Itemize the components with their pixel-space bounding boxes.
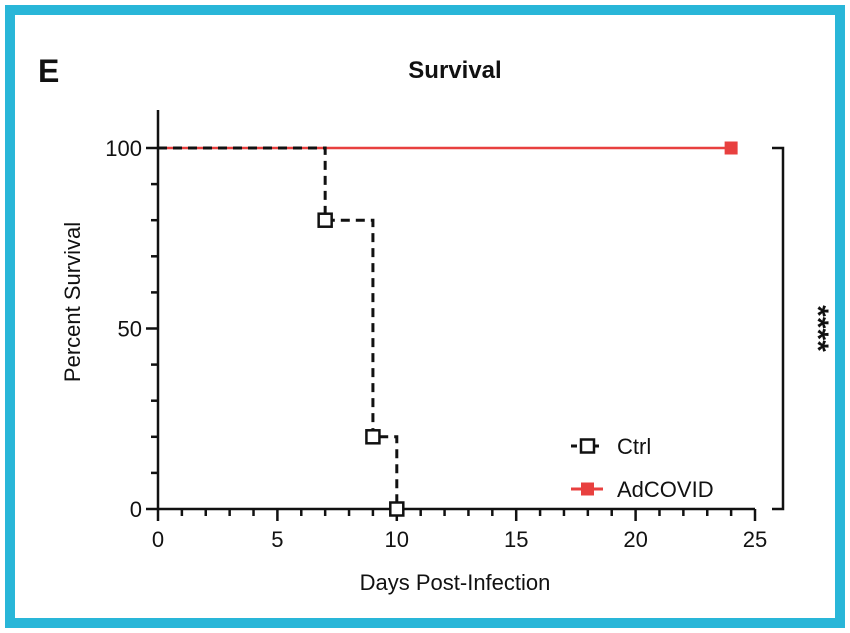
x-tick-label: 25	[743, 527, 767, 552]
ctrl-point-marker	[317, 212, 333, 228]
x-tick-label: 5	[271, 527, 283, 552]
figure-frame	[5, 5, 845, 628]
x-tick-label: 10	[385, 527, 409, 552]
panel-label: E	[38, 53, 59, 89]
legend-marker-ctrl	[579, 438, 596, 454]
x-tick-label: 20	[623, 527, 647, 552]
y-tick-label: 50	[118, 317, 142, 342]
y-tick-label: 0	[130, 497, 142, 522]
y-axis-label: Percent Survival	[60, 222, 85, 382]
legend-marker-adcovid	[581, 482, 594, 496]
adcovid-point-marker	[724, 141, 738, 155]
ctrl-point-marker	[365, 429, 381, 445]
significance-stars: ****	[801, 305, 834, 352]
significance-bracket	[772, 146, 785, 511]
legend-label-ctrl: Ctrl	[617, 434, 651, 459]
chart-layer: 0 50 100 0 5 10 15 20 25 Ctrl AdCOVID ****	[105, 110, 834, 552]
ctrl-point-marker	[389, 501, 405, 517]
x-tick-label: 0	[152, 527, 164, 552]
y-tick-label: 100	[105, 136, 142, 161]
legend-label-adcovid: AdCOVID	[617, 477, 714, 502]
x-axis-label: Days Post-Infection	[360, 570, 551, 595]
series-line-ctrl	[158, 146, 399, 509]
chart-title: Survival	[408, 57, 501, 84]
x-tick-label: 15	[504, 527, 528, 552]
